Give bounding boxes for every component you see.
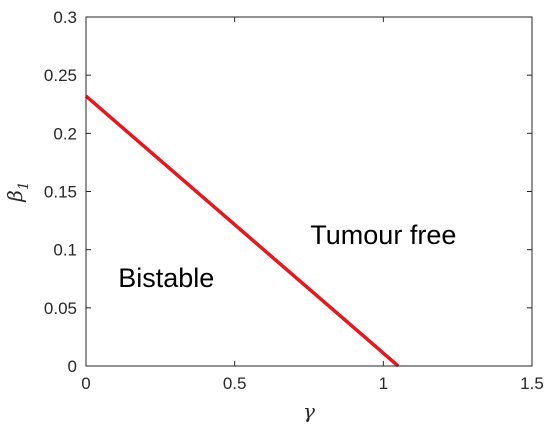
svg-text:β1: β1: [3, 181, 32, 202]
x-tick-label: 1: [379, 374, 388, 393]
y-tick-label: 0.25: [44, 66, 77, 85]
y-tick-label: 0: [68, 357, 77, 376]
y-axis-label-main: β: [3, 190, 27, 203]
annotations-layer: Tumour free Bistable: [118, 220, 456, 293]
y-tick-label: 0.1: [53, 241, 77, 260]
x-tick-label: 0.5: [223, 374, 247, 393]
series-line: [84, 94, 400, 368]
x-axis-label: γ: [303, 399, 315, 423]
y-tick-label: 0.3: [53, 8, 77, 27]
y-axis-label: β1: [3, 181, 32, 202]
ticks-layer: 0 0.5 1 1.5 0 0.05 0.1 0.15 0.2 0.25 0.3: [44, 8, 544, 393]
y-tick-label: 0.15: [44, 183, 77, 202]
y-tick-label: 0.05: [44, 299, 77, 318]
x-tick-label: 1.5: [520, 374, 544, 393]
region-label: Tumour free: [310, 220, 456, 250]
plot-background: [86, 17, 532, 366]
y-axis-label-subscript: 1: [16, 181, 32, 190]
region-label: Bistable: [118, 263, 214, 293]
series-layer: [84, 94, 400, 368]
x-tick-label: 0: [81, 374, 90, 393]
y-tick-label: 0.2: [53, 124, 77, 143]
